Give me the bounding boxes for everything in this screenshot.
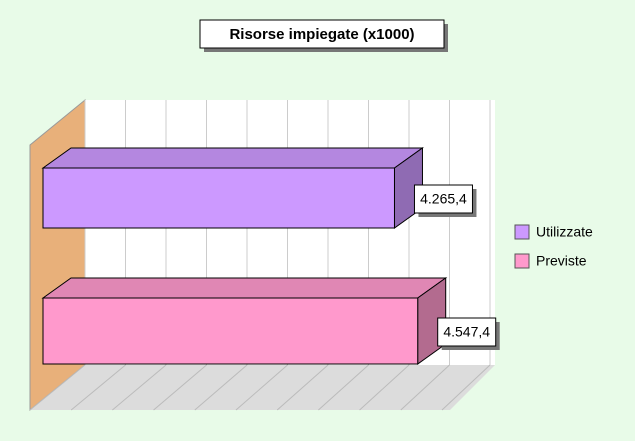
floor-grid-line bbox=[235, 364, 288, 411]
bar bbox=[42, 297, 419, 365]
floor-grid-line bbox=[112, 364, 167, 411]
bars: 4.265,4 4.547,4 bbox=[41, 147, 500, 365]
floor-grid-line bbox=[441, 364, 491, 411]
bar-top bbox=[41, 277, 448, 299]
value-label: 4.547,4 bbox=[443, 324, 490, 340]
legend-swatch bbox=[514, 224, 530, 240]
floor-grid-line bbox=[318, 364, 369, 411]
value-label: 4.265,4 bbox=[420, 191, 467, 207]
legend: Utilizzate Previste bbox=[514, 224, 593, 269]
floor-grid-line bbox=[70, 364, 126, 411]
floor-grid-line bbox=[400, 364, 450, 411]
legend-label: Utilizzate bbox=[536, 224, 593, 240]
value-label-box bbox=[413, 184, 473, 214]
legend-label: Previste bbox=[536, 253, 587, 269]
bar bbox=[42, 167, 395, 229]
bar-top bbox=[41, 147, 425, 169]
floor-grid-line bbox=[359, 364, 410, 411]
floor-grid-line bbox=[194, 364, 248, 411]
floor-grid-line bbox=[276, 364, 329, 411]
floor-grid-line bbox=[153, 364, 207, 411]
chart-title: Risorse impiegate (x1000) bbox=[229, 26, 414, 43]
value-label-box bbox=[437, 317, 497, 347]
title-box bbox=[199, 19, 445, 49]
floor-grid-line bbox=[29, 364, 86, 411]
legend-swatch bbox=[514, 253, 530, 269]
